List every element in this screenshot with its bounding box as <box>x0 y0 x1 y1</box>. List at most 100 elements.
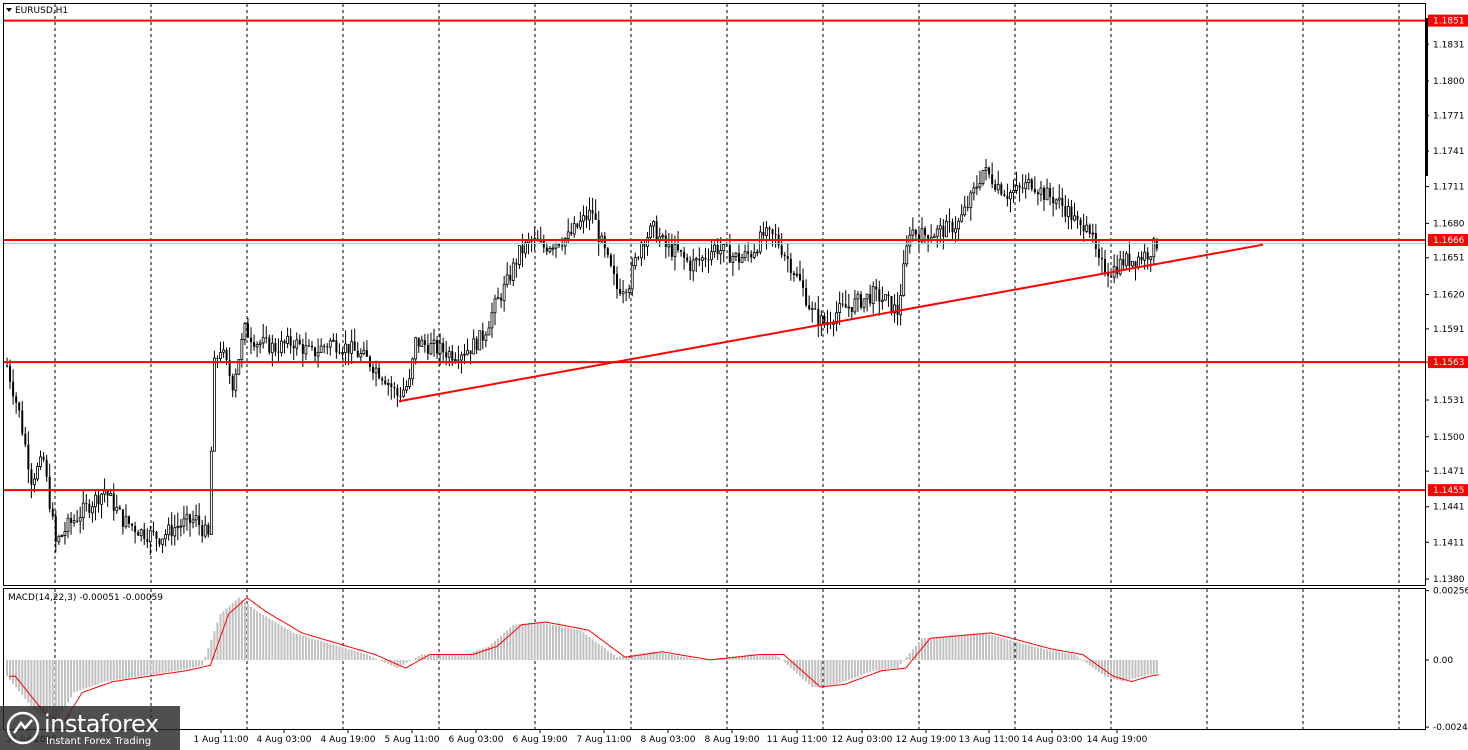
macd-bar <box>289 631 292 660</box>
candle-bear <box>860 294 862 308</box>
candle-bear <box>875 286 878 290</box>
macd-bar <box>734 656 737 660</box>
macd-bar <box>503 632 506 660</box>
macd-bar <box>103 659 106 682</box>
candle-bull <box>148 530 152 543</box>
candle-bear <box>372 366 374 374</box>
macd-bar <box>128 659 130 679</box>
macd-bar <box>73 659 76 693</box>
macd-bar <box>991 635 994 660</box>
macd-bar <box>472 651 475 660</box>
candle-bear <box>353 341 356 351</box>
candle-bull <box>588 209 591 221</box>
macd-bar <box>649 652 652 660</box>
candle-bear <box>21 410 24 434</box>
macd-bar <box>378 659 381 661</box>
macd-bar <box>323 641 326 660</box>
candle-bear <box>283 341 286 344</box>
candle-bear <box>728 245 731 263</box>
candle-bull <box>164 534 168 540</box>
macd-bar <box>1122 659 1125 682</box>
macd-bar <box>506 630 509 660</box>
macd-bar <box>460 654 463 660</box>
candle-bear <box>988 167 991 175</box>
candle-bear <box>689 260 692 271</box>
macd-bar <box>670 654 673 660</box>
macd-bar <box>417 656 420 660</box>
candle-bull <box>167 524 171 536</box>
macd-bar <box>207 648 210 660</box>
macd-bar <box>555 625 557 660</box>
macd-bar <box>1155 659 1158 674</box>
macd-bar <box>332 644 335 660</box>
candle-bear <box>750 253 753 258</box>
candle-bull <box>981 169 985 184</box>
time-tick-label: 12 Aug 19:00 <box>896 735 957 745</box>
macd-axis: 0.00256 0.00 -0.00248 <box>1425 587 1468 733</box>
macd-bar <box>957 635 960 660</box>
candle-bull <box>743 251 747 259</box>
candle-bear <box>500 297 503 301</box>
macd-bar <box>585 634 588 660</box>
candle-bull <box>460 354 463 361</box>
candle-bull <box>66 517 70 533</box>
candle-bear <box>844 304 847 308</box>
candle-bear <box>966 206 969 208</box>
macd-bar <box>387 659 390 665</box>
chart-menu-triangle-icon[interactable] <box>6 8 12 12</box>
macd-bar <box>738 655 740 660</box>
macd-bar <box>1131 659 1134 679</box>
macd-bar <box>747 654 750 660</box>
macd-bar <box>841 659 844 683</box>
level-price-tag-label: 1.1851 <box>1433 17 1465 27</box>
candle-bull <box>752 252 756 258</box>
candle-bear <box>616 273 618 290</box>
macd-bar <box>121 659 124 679</box>
macd-bar <box>54 659 57 723</box>
price-tick-label: 1.1500 <box>1433 433 1465 443</box>
macd-bar <box>1104 659 1106 677</box>
macd-bar <box>137 659 140 677</box>
macd-bar <box>945 636 948 660</box>
candle-bull <box>39 456 42 467</box>
candle-bear <box>792 273 795 275</box>
macd-bar <box>850 659 853 679</box>
macd-bar <box>469 652 472 660</box>
candle-bear <box>707 259 710 261</box>
macd-bar <box>1000 637 1003 660</box>
candle-bull <box>496 297 500 300</box>
candle-bear <box>576 223 579 228</box>
macd-bar <box>619 656 622 660</box>
candle-bear <box>18 402 21 411</box>
macd-bar <box>268 618 271 660</box>
candle-bull <box>484 334 488 341</box>
candle-bear <box>704 257 707 260</box>
macd-bar <box>155 659 158 674</box>
candle-bull <box>1009 192 1012 200</box>
time-tick-label: 12 Aug 03:00 <box>832 735 893 745</box>
macd-bar <box>939 636 942 660</box>
macd-bar <box>960 634 963 660</box>
macd-bar <box>1082 659 1085 662</box>
candle-bull <box>856 293 860 300</box>
macd-bar <box>966 634 969 660</box>
macd-bar <box>490 643 493 660</box>
macd-bar <box>911 649 914 660</box>
macd-bar <box>189 659 191 669</box>
candle-bull <box>490 312 494 329</box>
macd-bar <box>250 606 252 660</box>
macd-bar <box>875 659 878 671</box>
macd-bar <box>658 652 661 660</box>
candle-bull <box>978 183 982 188</box>
macd-bar <box>975 633 978 660</box>
macd-bar <box>634 654 637 660</box>
candle-bull <box>60 535 64 537</box>
macd-bar <box>930 637 933 660</box>
candle-bull <box>405 386 408 391</box>
macd-bar <box>195 659 198 667</box>
macd-bar <box>198 659 201 667</box>
candle-bear <box>762 232 765 236</box>
candle-bear <box>1128 253 1131 266</box>
macd-bar <box>869 659 872 672</box>
candle-bull <box>359 353 363 358</box>
